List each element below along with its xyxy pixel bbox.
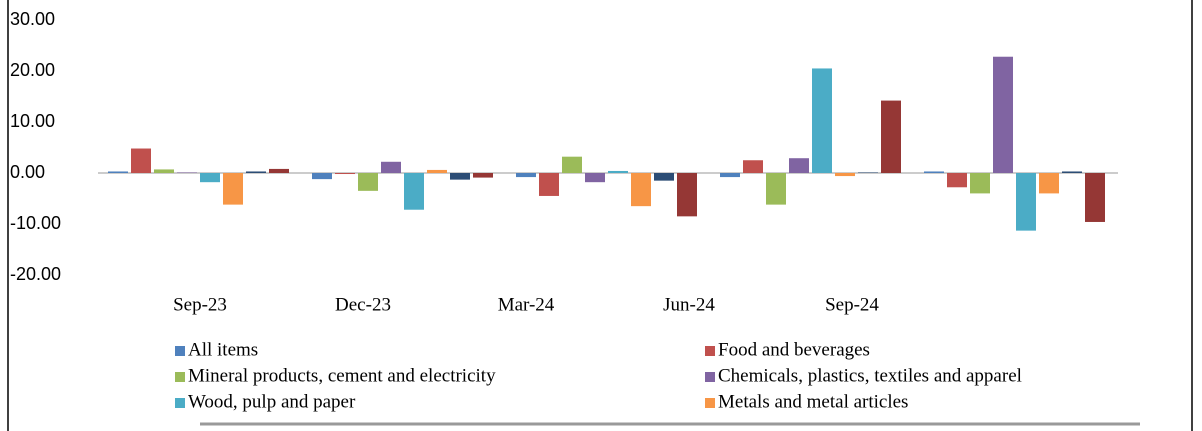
bar [108,171,128,173]
x-tick-label: Jun-24 [663,294,715,315]
bar [812,68,832,173]
bar [947,173,967,188]
bar [835,173,855,177]
bar [677,173,697,217]
legend-label: Food and beverages [718,339,870,360]
x-tick-label: Mar-24 [498,294,555,315]
bar [450,173,470,180]
legend-swatch [705,398,715,408]
bar [1016,173,1036,231]
x-tick-label: Sep-23 [173,294,227,315]
bar [1039,173,1059,194]
bar [404,173,424,210]
y-tick-label: 30.00 [10,9,55,29]
bar [1062,171,1082,173]
legend-swatch [705,372,715,382]
bar [473,173,493,178]
bar [789,158,809,173]
bar [720,173,740,178]
bar [766,173,786,205]
bar [427,169,447,173]
y-tick-label: -10.00 [10,213,61,233]
bar [223,173,243,205]
y-tick-label: -20.00 [10,264,61,284]
y-tick-label: 10.00 [10,111,55,131]
legend-label: All items [188,339,258,360]
bar [154,169,174,173]
legend-label: Mineral products, cement and electricity [188,365,496,386]
bar [312,173,332,180]
legend-swatch [705,346,715,356]
bar [993,56,1013,173]
bar [608,170,628,173]
bar [200,173,220,183]
bar [516,173,536,178]
legend-swatch [175,398,185,408]
bar [177,172,197,173]
legend-label: Wood, pulp and paper [188,391,356,412]
bar [858,172,878,173]
bar [631,173,651,207]
bar [970,173,990,194]
legend-swatch [175,372,185,382]
bar [539,173,559,196]
bar [358,173,378,191]
bar [743,160,763,173]
bar [1085,173,1105,222]
bar [585,173,605,183]
bar [562,156,582,173]
legend-label: Chemicals, plastics, textiles and appare… [718,365,1022,386]
bar [654,173,674,181]
bar [924,171,944,173]
bar [246,171,266,173]
bar [131,148,151,173]
y-tick-label: 20.00 [10,60,55,80]
bar [335,173,355,175]
legend-label: Metals and metal articles [718,391,908,412]
x-tick-label: Sep-24 [825,294,879,315]
x-tick-label: Dec-23 [335,294,391,315]
bar [381,161,401,173]
y-tick-label: 0.00 [10,162,45,182]
bar [881,100,901,173]
bar [269,168,289,173]
legend-swatch [175,346,185,356]
